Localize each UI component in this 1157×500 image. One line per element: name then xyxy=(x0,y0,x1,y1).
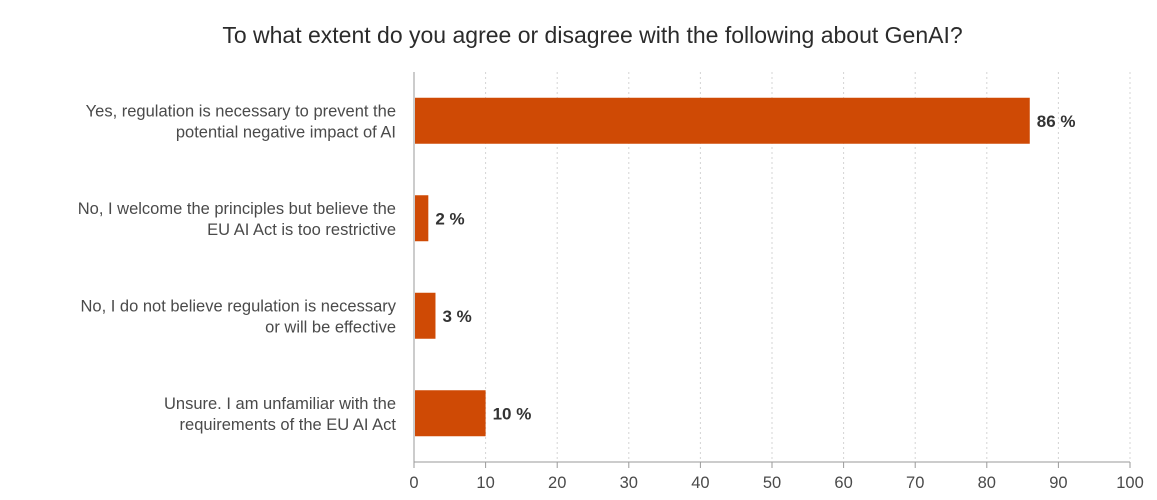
data-label: 2 % xyxy=(435,209,464,228)
x-tick-label: 40 xyxy=(691,474,709,492)
axes xyxy=(413,72,1131,468)
bar xyxy=(415,195,429,242)
bar xyxy=(415,97,1030,144)
category-label: No, I do not believe regulation is neces… xyxy=(80,297,396,336)
bars xyxy=(415,97,1030,437)
labels: 0 10 20 30 40 50 60 70 80 90 100 86 % Yes, regulatio… xyxy=(78,102,1144,492)
x-tick-label: 80 xyxy=(978,474,996,492)
x-tick-label: 50 xyxy=(763,474,781,492)
category-label: Yes, regulation is necessary to prevent … xyxy=(86,102,396,141)
data-label: 10 % xyxy=(493,404,532,423)
x-tick-label: 100 xyxy=(1116,474,1144,492)
bar xyxy=(415,390,486,437)
data-label: 86 % xyxy=(1037,112,1076,131)
x-tick-label: 90 xyxy=(1049,474,1067,492)
category-label: Unsure. I am unfamiliar with the requirem… xyxy=(164,395,396,434)
bar xyxy=(415,292,436,339)
chart-title: To what extent do you agree or disagree … xyxy=(222,22,963,48)
category-label: No, I welcome the principles but believe… xyxy=(78,200,396,239)
data-label: 3 % xyxy=(442,307,471,326)
x-tick-label: 70 xyxy=(906,474,924,492)
x-tick-label: 20 xyxy=(548,474,566,492)
x-tick-label: 0 xyxy=(409,474,418,492)
x-tick-label: 10 xyxy=(476,474,494,492)
x-tick-label: 30 xyxy=(620,474,638,492)
x-tick-label: 60 xyxy=(834,474,852,492)
